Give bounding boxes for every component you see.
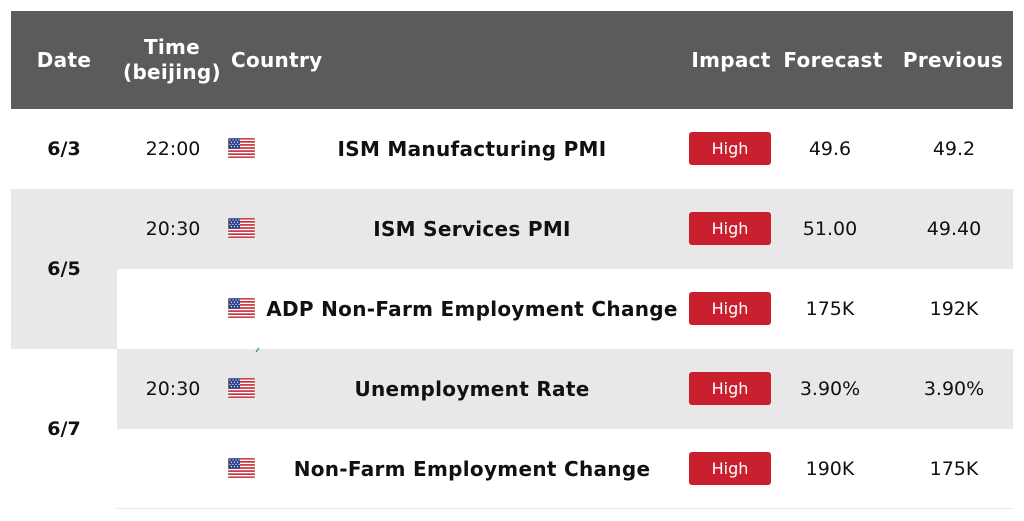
previous-value: 192K xyxy=(929,298,979,320)
header-impact: Impact xyxy=(691,47,771,72)
table-row: ADP Non-Farm Employment Change High 175K… xyxy=(117,269,1013,349)
impact-badge: High xyxy=(689,132,771,165)
table-row: 20:30 ISM Services PMI High 51.00 49.40 xyxy=(117,189,1013,269)
date-cell: 6/5 xyxy=(47,258,81,280)
us-flag-icon xyxy=(228,218,255,238)
us-flag-icon xyxy=(228,458,255,478)
header-time-label: Time xyxy=(143,35,201,59)
header-forecast: Forecast xyxy=(783,47,883,72)
impact-badge: High xyxy=(689,452,771,485)
table-row: Non-Farm Employment Change High 190K 175… xyxy=(117,429,1013,509)
date-cell: 6/3 xyxy=(47,138,81,160)
previous-value: 49.40 xyxy=(926,218,982,240)
previous-value: 49.2 xyxy=(932,138,976,160)
impact-badge: High xyxy=(689,212,771,245)
forecast-value: 3.90% xyxy=(799,378,861,400)
corner-mark-icon xyxy=(255,347,260,353)
row-divider xyxy=(117,508,1013,509)
event-name: ADP Non-Farm Employment Change xyxy=(266,297,678,321)
header-country: Country xyxy=(231,47,323,72)
forecast-value: 51.00 xyxy=(802,218,858,240)
date-band-6-5 xyxy=(11,269,117,349)
previous-value: 3.90% xyxy=(923,378,985,400)
event-time xyxy=(117,269,229,349)
event-time: 22:00 xyxy=(145,138,201,160)
event-time: 20:30 xyxy=(145,378,201,400)
event-name: Unemployment Rate xyxy=(354,377,590,401)
header-time: Time (beijing) xyxy=(119,11,225,109)
header-date: Date xyxy=(36,47,92,72)
impact-badge: High xyxy=(689,292,771,325)
forecast-value: 175K xyxy=(805,298,855,320)
event-name: Non-Farm Employment Change xyxy=(293,457,651,481)
us-flag-icon xyxy=(228,378,255,398)
table-row: 22:00 ISM Manufacturing PMI High 49.6 49… xyxy=(117,109,1013,189)
table-header: Date Time (beijing) Country Impact Forec… xyxy=(11,11,1013,109)
event-name: ISM Manufacturing PMI xyxy=(337,137,607,161)
forecast-value: 190K xyxy=(805,458,855,480)
event-time xyxy=(117,429,229,509)
impact-badge: High xyxy=(689,372,771,405)
event-name: ISM Services PMI xyxy=(373,217,571,241)
header-time-zone: (beijing) xyxy=(123,60,221,84)
date-cell: 6/7 xyxy=(47,418,81,440)
header-previous: Previous xyxy=(902,47,1004,72)
row-band-6-5 xyxy=(11,189,1013,269)
us-flag-icon xyxy=(228,138,255,158)
previous-value: 175K xyxy=(929,458,979,480)
row-band-unemployment xyxy=(117,349,1013,429)
us-flag-icon xyxy=(228,298,255,318)
table-row: 20:30 Unemployment Rate High 3.90% 3.90% xyxy=(117,349,1013,429)
event-time: 20:30 xyxy=(145,218,201,240)
forecast-value: 49.6 xyxy=(808,138,852,160)
